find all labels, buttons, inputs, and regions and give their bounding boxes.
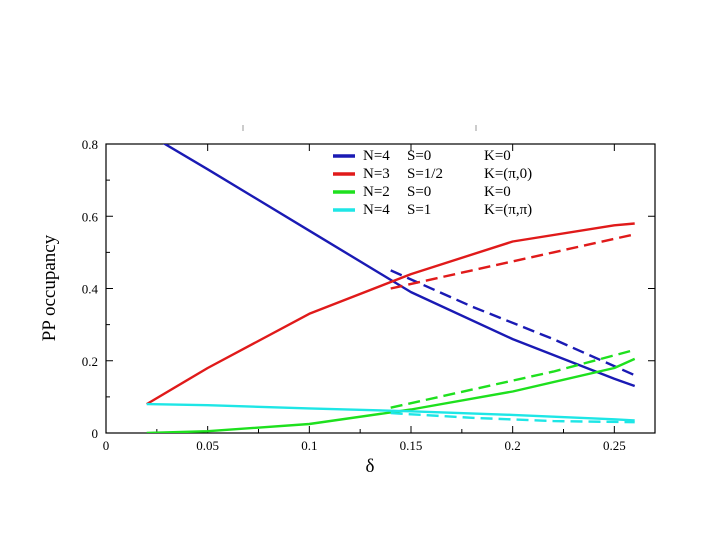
- series-group: [146, 144, 636, 433]
- y-axis-label: PP occupancy: [39, 234, 60, 341]
- series-line-solid: [146, 402, 635, 422]
- y-tick-label: 0: [92, 426, 99, 441]
- y-tick-label: 0.8: [82, 137, 98, 152]
- x-tick-label: 0.25: [603, 438, 626, 453]
- x-tick-label: 0: [103, 438, 110, 453]
- legend-label-n: N=4: [363, 202, 390, 218]
- y-tick-label: 0.6: [82, 209, 99, 224]
- series-line-dashed: [390, 269, 636, 377]
- series-line-solid: [162, 144, 636, 388]
- y-tick-label: 0.2: [82, 354, 98, 369]
- series-line-dashed: [390, 411, 635, 424]
- legend-label-s: S=1: [407, 202, 431, 218]
- legend-label-k: K=(π,0): [484, 166, 532, 182]
- x-axis-label: δ: [366, 456, 375, 477]
- x-tick-label: 0.1: [301, 438, 317, 453]
- legend: N=4 S=0 K=0 N=3 S=1/2 K=(π,0) N=2 S=0 K=0 N=4 S=1 K…: [333, 148, 532, 218]
- legend-label-n: N=3: [363, 166, 390, 182]
- y-tick-label: 0.4: [82, 282, 99, 297]
- x-tick-label: 0.2: [505, 438, 521, 453]
- series-line-solid: [146, 222, 635, 406]
- legend-label-n: N=2: [363, 184, 390, 200]
- x-tick-label: 0.15: [400, 438, 423, 453]
- legend-label-k: K=0: [484, 148, 511, 164]
- series-line-solid: [146, 357, 636, 433]
- plot-area: 0 0.05 0.1 0.15 0.2 0.25 0 0.2 0.4 0.6 0.8: [82, 137, 656, 453]
- legend-label-k: K=(π,π): [484, 202, 532, 218]
- legend-label-s: S=0: [407, 184, 431, 200]
- legend-label-k: K=0: [484, 184, 511, 200]
- x-tick-label: 0.05: [196, 438, 219, 453]
- legend-label-n: N=4: [363, 148, 390, 164]
- legend-label-s: S=0: [407, 148, 431, 164]
- series-line-dashed: [390, 348, 636, 409]
- series-line-dashed: [390, 233, 635, 290]
- legend-label-s: S=1/2: [407, 166, 443, 182]
